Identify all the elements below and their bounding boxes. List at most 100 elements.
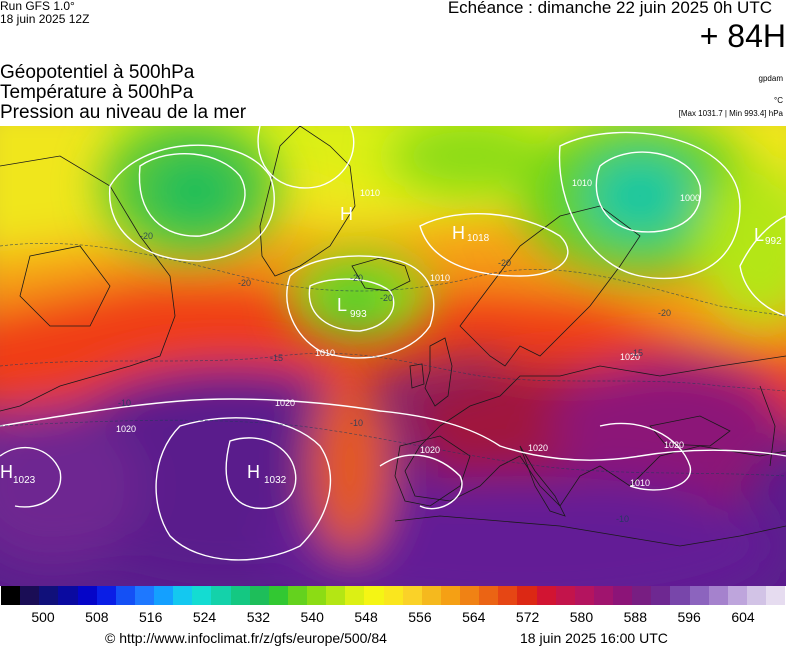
color-swatch — [249, 586, 269, 605]
parameter-temperature: Température à 500hPa — [0, 82, 194, 103]
color-swatch — [517, 586, 537, 605]
color-swatch — [134, 586, 154, 605]
color-swatch — [364, 586, 384, 605]
color-scale-tick-label: 516 — [139, 609, 163, 625]
pressure-center-type: H — [247, 462, 260, 482]
isobar-label: 1020 — [275, 398, 295, 408]
temperature-label: -10 — [118, 398, 131, 408]
forecast-time: Echéance : dimanche 22 juin 2025 0h UTC — [447, 0, 772, 17]
color-swatch — [440, 586, 460, 605]
color-scale-bar — [1, 586, 786, 605]
color-swatch — [173, 586, 193, 605]
isobar-label: 1020 — [116, 424, 136, 434]
isobar-label: 1010 — [630, 478, 650, 488]
color-swatch — [154, 586, 174, 605]
color-swatch — [307, 586, 327, 605]
color-swatch — [345, 586, 365, 605]
color-swatch — [326, 586, 346, 605]
color-swatch — [287, 586, 307, 605]
temperature-label: -10 — [616, 514, 629, 524]
pressure-center-value: 1032 — [264, 475, 287, 486]
color-swatch — [613, 586, 633, 605]
pressure-center-type: L — [754, 225, 764, 245]
color-swatch — [77, 586, 97, 605]
color-swatch — [479, 586, 499, 605]
pressure-center-type: H — [452, 223, 465, 243]
isobar-label: 1010 — [572, 178, 592, 188]
isobar-label: 1020 — [528, 443, 548, 453]
unit-pressure-range: [Max 1031.7 | Min 993.4] hPa — [678, 109, 783, 118]
color-swatch — [593, 586, 613, 605]
color-scale-labels: 500 508 516 524 532 540 548 556 564 572 580 588 596 6… — [0, 609, 786, 627]
isobar-label: 1000 — [680, 193, 700, 203]
pressure-center-type: H — [340, 204, 353, 224]
color-scale-tick-label: 588 — [623, 609, 647, 625]
color-scale-tick-label: 500 — [31, 609, 55, 625]
color-swatch — [574, 586, 594, 605]
pressure-center-value: 1018 — [467, 233, 490, 244]
pressure-center-value: 1023 — [13, 475, 36, 486]
color-scale-tick-label: 564 — [462, 609, 486, 625]
color-swatch — [1, 586, 21, 605]
color-swatch — [230, 586, 250, 605]
pressure-center-labels: H 1023 H 1032 L 993 H 1018 L 992 H — [0, 204, 782, 486]
isobars — [0, 126, 786, 561]
color-swatch — [670, 586, 690, 605]
pressure-center-type: H — [0, 462, 13, 482]
isobar-label: 1020 — [420, 445, 440, 455]
color-swatch — [115, 586, 135, 605]
color-swatch — [632, 586, 652, 605]
color-swatch — [460, 586, 480, 605]
color-swatch — [383, 586, 403, 605]
color-swatch — [211, 586, 231, 605]
temperature-label: -20 — [380, 293, 393, 303]
isobar-label: 1020 — [620, 352, 640, 362]
temperature-label: -20 — [658, 308, 671, 318]
color-swatch — [766, 586, 786, 605]
color-scale-tick-label: 596 — [677, 609, 701, 625]
color-scale-tick-label: 572 — [515, 609, 540, 625]
color-swatch — [498, 586, 518, 605]
pressure-center-type: L — [337, 295, 347, 315]
color-scale-tick-label: 604 — [731, 609, 755, 625]
color-swatch — [746, 586, 766, 605]
color-scale-tick-label: 556 — [408, 609, 432, 625]
weather-map: H 1023 H 1032 L 993 H 1018 L 992 H 1020 … — [0, 126, 786, 586]
color-swatch — [727, 586, 747, 605]
color-swatch — [421, 586, 441, 605]
color-swatch — [689, 586, 709, 605]
color-swatch — [402, 586, 422, 605]
unit-temperature: °C — [774, 96, 783, 105]
color-swatch — [555, 586, 575, 605]
run-title: Run GFS 1.0° — [0, 0, 75, 13]
color-swatch — [536, 586, 556, 605]
color-swatch — [96, 586, 116, 605]
temperature-label: -10 — [350, 418, 363, 428]
color-scale-tick-label: 580 — [569, 609, 594, 625]
temperature-label: -20 — [350, 273, 363, 283]
color-scale-tick-label: 508 — [85, 609, 109, 625]
isobar-labels: 1020 1020 1020 1020 1020 1010 1010 1010 … — [116, 178, 700, 488]
isobar-label: 1010 — [430, 273, 450, 283]
isobar-label: 1010 — [360, 188, 380, 198]
footer-source-url: © http://www.infoclimat.fr/z/gfs/europe/… — [105, 630, 387, 646]
color-swatch — [39, 586, 59, 605]
footer-generated-date: 18 juin 2025 16:00 UTC — [520, 630, 668, 646]
pressure-center-value: 993 — [350, 309, 367, 320]
temperature-label: -20 — [238, 278, 251, 288]
color-swatch — [268, 586, 288, 605]
color-swatch — [708, 586, 728, 605]
geopotential-field — [0, 126, 786, 586]
temperature-label: -15 — [270, 353, 283, 363]
color-scale-tick-label: 524 — [192, 609, 217, 625]
temperature-label: -20 — [140, 231, 153, 241]
unit-geopotential: gpdam — [758, 74, 783, 83]
run-date: 18 juin 2025 12Z — [0, 12, 90, 26]
temperature-label: -15 — [630, 348, 643, 358]
color-swatch — [192, 586, 212, 605]
color-swatch — [58, 586, 78, 605]
temperature-label: -20 — [498, 258, 511, 268]
temperature-labels: -20 -20 -20 -20 -20 -20 -15 -15 -10 -10 … — [118, 231, 671, 524]
color-scale-tick-label: 548 — [354, 609, 378, 625]
coastlines — [0, 126, 786, 547]
